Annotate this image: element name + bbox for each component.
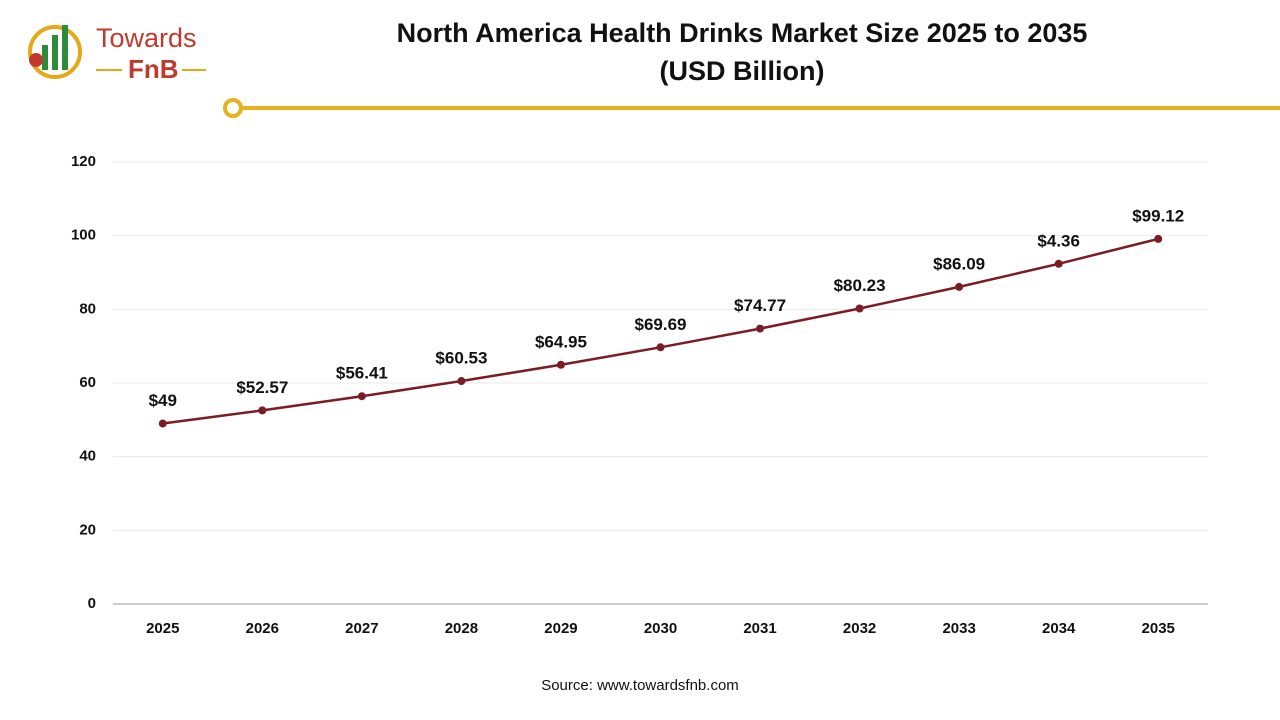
chart-subtitle: (USD Billion) [660,56,825,86]
header-rule-dot [223,98,243,118]
x-tick-label: 2034 [1042,620,1076,637]
point [955,282,964,291]
x-tick-label: 2030 [644,620,677,637]
point [855,304,864,313]
point [656,343,665,352]
data-label: $56.41 [336,364,388,383]
data-label: $52.57 [236,378,288,397]
x-tick-label: 2025 [146,620,179,637]
data-label: $86.09 [933,254,985,273]
data-label: $69.69 [635,315,687,334]
logo-bar [62,25,68,70]
logo-text: FnB [128,54,179,84]
point [756,324,765,333]
x-tick-label: 2033 [942,620,975,637]
data-label: $80.23 [834,276,886,295]
y-tick-label: 120 [71,153,96,170]
data-label: $60.53 [435,349,487,368]
point [1054,259,1063,268]
point [357,392,366,401]
x-tick-label: 2027 [345,620,378,637]
point [158,419,167,428]
point [457,377,466,386]
x-tick-label: 2029 [544,620,577,637]
y-tick-label: 0 [88,595,96,612]
y-tick-label: 80 [79,300,96,317]
logo-ring [28,25,82,79]
data-label: $74.77 [734,296,786,315]
x-tick-label: 2035 [1142,620,1175,637]
y-tick-label: 100 [71,227,96,244]
logo-text: Towards [96,23,197,53]
data-label: $4.36 [1037,231,1080,250]
x-tick-label: 2031 [743,620,776,637]
point [556,360,565,369]
x-tick-label: 2026 [246,620,279,637]
y-tick-label: 40 [79,448,96,465]
y-tick-label: 60 [79,374,96,391]
y-tick-label: 20 [79,521,96,538]
source: Source: www.towardsfnb.com [541,677,739,694]
point [258,406,267,415]
data-label: $49 [149,391,177,410]
logo-bar [42,45,48,70]
point [1154,234,1163,243]
chart-title: North America Health Drinks Market Size … [397,18,1088,48]
logo-dot [29,53,43,67]
x-tick-label: 2028 [445,620,478,637]
data-label: $99.12 [1132,206,1184,225]
x-tick-label: 2032 [843,620,876,637]
logo: Towards FnB [28,23,206,84]
logo-bar [52,35,58,70]
data-label: $64.95 [535,332,587,351]
